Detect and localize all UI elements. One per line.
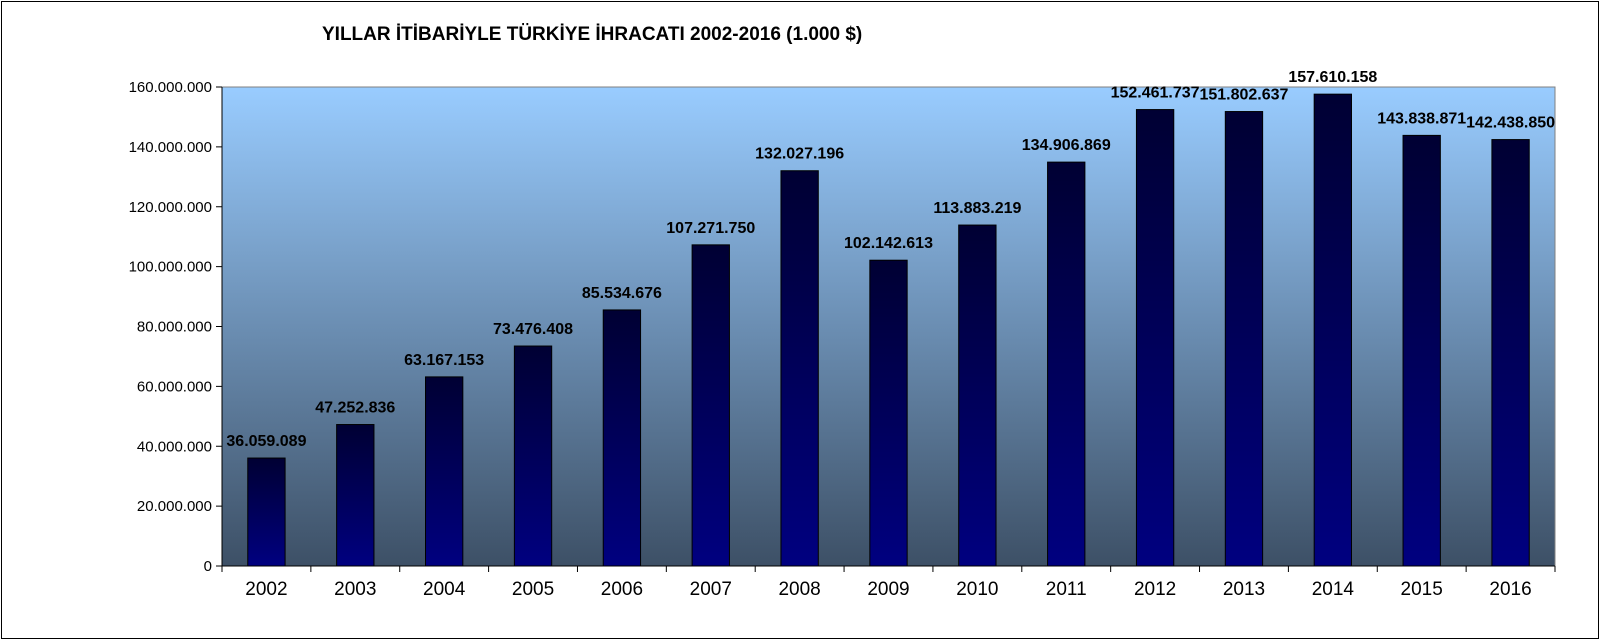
x-tick-label: 2006 — [601, 579, 643, 600]
x-tick-label: 2007 — [690, 579, 732, 600]
x-tick-label: 2011 — [1046, 579, 1087, 600]
y-tick-label: 100.000.000 — [129, 259, 212, 276]
data-label-2015: 143.838.871 — [1377, 110, 1466, 127]
data-label-2016: 142.438.850 — [1466, 115, 1555, 132]
x-tick-label: 2016 — [1489, 579, 1531, 600]
bar-2007 — [691, 244, 730, 567]
bar-2014 — [1313, 93, 1352, 567]
bar-2010 — [958, 224, 997, 567]
data-labels: 36.059.089 47.252.836 63.167.153 73.476.408… — [226, 69, 1555, 450]
data-label-2004: 63.167.153 — [404, 352, 484, 369]
x-axis: 2002 2003 2004 2005 2006 2007 2008 2009 2010 2011… — [221, 565, 1556, 600]
data-label-2008: 132.027.196 — [755, 146, 844, 163]
x-tick-label: 2009 — [867, 579, 909, 600]
bar-2011 — [1047, 161, 1086, 567]
data-label-2005: 73.476.408 — [493, 321, 573, 338]
y-tick-label: 160.000.000 — [129, 79, 212, 96]
x-tick-label: 2013 — [1223, 579, 1265, 600]
x-tick-label: 2003 — [334, 579, 376, 600]
data-label-2012: 152.461.737 — [1111, 85, 1200, 102]
data-label-2011: 134.906.869 — [1022, 137, 1111, 154]
data-label-2007: 107.271.750 — [666, 220, 755, 237]
bar-2012 — [1135, 109, 1175, 567]
bar-2002 — [247, 457, 286, 567]
bar-2008 — [780, 170, 819, 567]
y-tick-label: 0 — [204, 558, 212, 575]
y-tick-label: 140.000.000 — [129, 139, 212, 156]
data-label-2014: 157.610.158 — [1288, 69, 1377, 86]
x-tick-label: 2012 — [1134, 579, 1176, 600]
x-tick-label: 2015 — [1401, 579, 1443, 600]
y-tick-label: 20.000.000 — [137, 498, 212, 515]
data-label-2009: 102.142.613 — [844, 235, 933, 252]
y-axis: 0 20.000.000 40.000.000 60.000.000 80.000.00… — [129, 79, 223, 575]
bars — [247, 93, 1530, 567]
y-tick-label: 40.000.000 — [137, 438, 212, 455]
data-label-2003: 47.252.836 — [315, 400, 395, 417]
x-tick-label: 2005 — [512, 579, 554, 600]
x-tick-label: 2014 — [1312, 579, 1355, 600]
y-tick-label: 60.000.000 — [137, 378, 212, 395]
bar-2009 — [869, 259, 908, 567]
x-tick-label: 2010 — [956, 579, 998, 600]
y-tick-label: 80.000.000 — [137, 319, 212, 336]
x-tick-label: 2008 — [778, 579, 820, 600]
data-label-2002: 36.059.089 — [226, 433, 306, 450]
bar-2004 — [425, 376, 464, 567]
chart-title: YILLAR İTİBARİYLE TÜRKİYE İHRACATI 2002-… — [322, 24, 863, 45]
data-label-2013: 151.802.637 — [1199, 87, 1288, 104]
bar-2016 — [1491, 139, 1530, 567]
bar-2006 — [602, 309, 642, 567]
bar-2013 — [1224, 111, 1264, 567]
x-tick-label: 2002 — [245, 579, 287, 600]
x-tick-label: 2004 — [423, 579, 466, 600]
bar-2015 — [1402, 134, 1441, 567]
data-label-2006: 85.534.676 — [582, 285, 662, 302]
y-tick-label: 120.000.000 — [129, 199, 212, 216]
bar-2003 — [336, 424, 375, 567]
bar-2005 — [513, 345, 553, 567]
data-label-2010: 113.883.219 — [933, 200, 1021, 217]
